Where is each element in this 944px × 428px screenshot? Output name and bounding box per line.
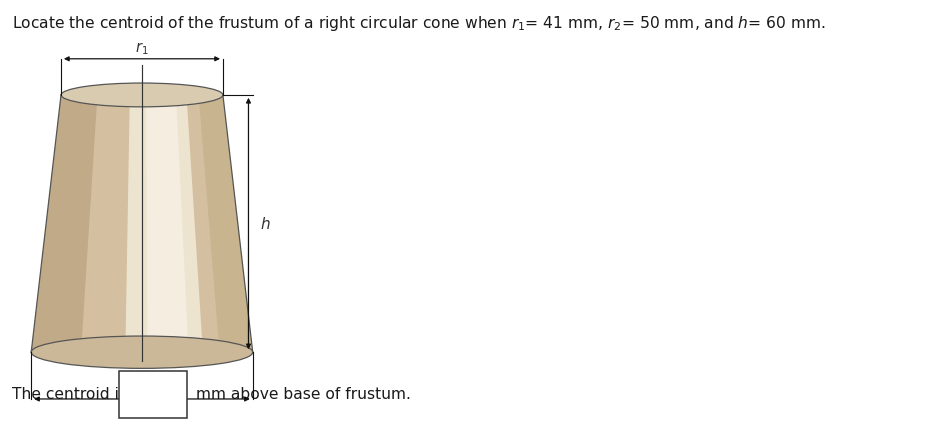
Text: $r_1$: $r_1$ — [135, 40, 148, 56]
Text: mm above base of frustum.: mm above base of frustum. — [195, 387, 410, 402]
Text: Locate the centroid of the frustum of a right circular cone when $r_1$= 41 mm, $: Locate the centroid of the frustum of a … — [11, 14, 824, 33]
Polygon shape — [146, 95, 188, 352]
Polygon shape — [31, 95, 97, 352]
FancyBboxPatch shape — [119, 372, 187, 418]
Ellipse shape — [31, 336, 252, 369]
Ellipse shape — [61, 83, 223, 107]
Text: $r_2$: $r_2$ — [135, 401, 148, 418]
Polygon shape — [126, 95, 203, 352]
Text: $h$: $h$ — [261, 216, 271, 232]
Polygon shape — [31, 95, 252, 352]
Polygon shape — [198, 95, 252, 352]
Text: The centroid is: The centroid is — [11, 387, 126, 402]
